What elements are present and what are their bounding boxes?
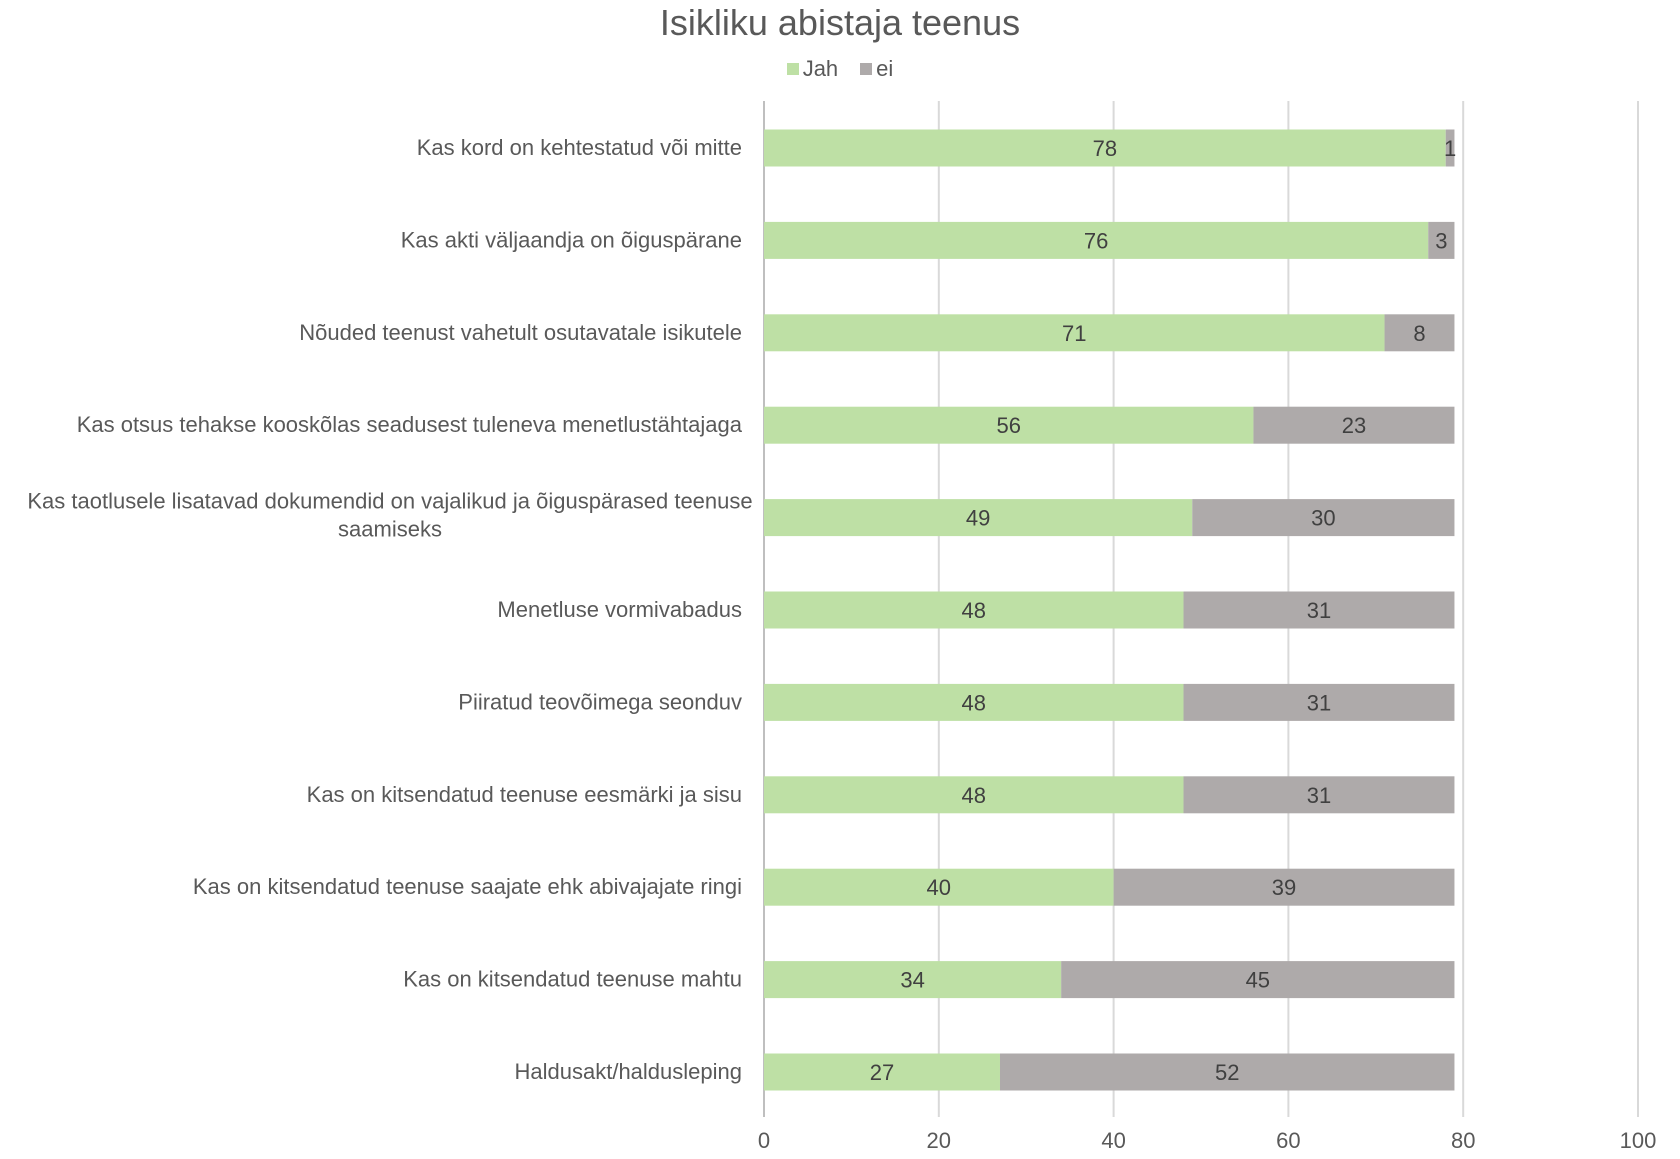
bar-jah [764,221,1429,259]
data-label: 23 [1342,413,1366,438]
bar-jah [764,129,1446,167]
data-label: 48 [962,783,986,808]
data-label: 27 [870,1060,894,1085]
bar-ei [1445,129,1455,167]
bar-ei [1192,499,1455,537]
data-label: 40 [927,875,951,900]
data-label: 48 [962,598,986,623]
x-tick-label: 20 [927,1128,951,1153]
legend-label-ei: ei [876,56,894,81]
data-label: 31 [1307,690,1331,715]
category-label: Kas kord on kehtestatud või mitte [417,135,742,160]
bar-ei [1384,314,1455,352]
data-label: 56 [996,413,1020,438]
bar-jah [764,499,1193,537]
data-label: 48 [962,690,986,715]
legend-swatch-ei [860,63,873,75]
category-label: Menetluse vormivabadus [497,597,742,622]
data-label: 31 [1307,598,1331,623]
bar-ei [1183,776,1455,814]
legend-item-ei: ei [860,56,893,82]
data-label: 3 [1435,228,1447,253]
data-label: 76 [1084,228,1108,253]
bar-jah [764,406,1254,444]
bar-ei [1113,868,1455,906]
bar-ei [1253,406,1455,444]
category-label: Kas taotlusele lisatavad dokumendid on v… [27,489,752,542]
category-label: Kas on kitsendatud teenuse mahtu [403,967,742,992]
x-tick-label: 0 [758,1128,770,1153]
bar-ei [1428,221,1455,259]
data-label: 49 [966,506,990,531]
data-label: 71 [1062,321,1086,346]
legend-label-jah: Jah [802,56,839,81]
bar-jah [764,776,1184,814]
bar-ei [1183,683,1455,721]
x-tick-label: 80 [1451,1128,1475,1153]
chart-title: Isikliku abistaja teenus [659,2,1021,43]
bar-ei [1183,591,1455,629]
data-label: 30 [1311,506,1335,531]
bar-ei [999,1053,1455,1091]
data-label: 31 [1307,783,1331,808]
category-label: Kas otsus tehakse kooskõlas seadusest tu… [77,412,743,437]
x-tick-label: 100 [1620,1128,1657,1153]
category-label: Kas akti väljaandja on õiguspärane [401,227,742,252]
bar-jah [764,1053,1000,1091]
data-label: 34 [900,968,924,993]
x-tick-label: 60 [1276,1128,1300,1153]
bar-jah [764,868,1114,906]
data-label: 8 [1413,321,1425,346]
category-label: Piiratud teovõimega seonduv [458,689,742,714]
data-label: 78 [1093,136,1117,161]
data-label: 52 [1215,1060,1239,1085]
x-tick-label: 40 [1101,1128,1125,1153]
bar-jah [764,314,1385,352]
category-label: Haldusakt/haldusleping [515,1059,743,1084]
bar-jah [764,591,1184,629]
data-label: 1 [1444,136,1456,161]
category-label: Kas on kitsendatud teenuse eesmärki ja s… [307,782,742,807]
data-label: 45 [1246,968,1270,993]
bar-ei [1061,961,1455,999]
category-label: Kas on kitsendatud teenuse saajate ehk a… [193,874,742,899]
legend-swatch-jah [786,63,799,75]
data-label: 39 [1272,875,1296,900]
bar-jah [764,683,1184,721]
bar-jah [764,961,1062,999]
legend-item-jah: Jah [786,56,839,82]
chart-legend: Jah ei [0,56,1680,82]
category-label: Nõuded teenust vahetult osutavatale isik… [299,320,742,345]
